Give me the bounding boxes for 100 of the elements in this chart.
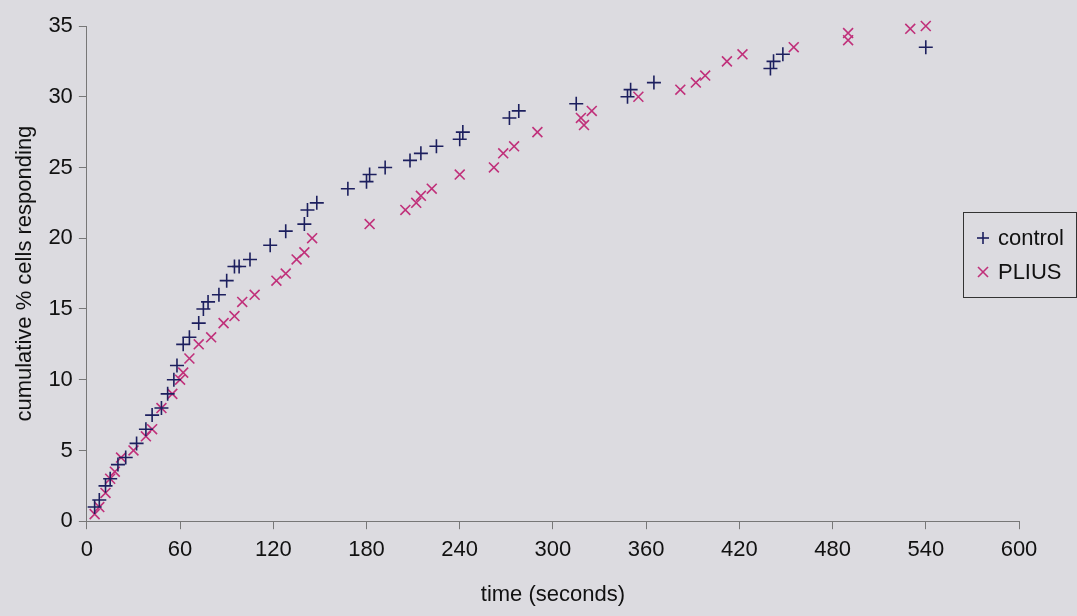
y-tick-label: 5 [60, 436, 73, 462]
point [218, 272, 235, 289]
point [775, 46, 791, 63]
point [575, 112, 587, 124]
x-tick-label: 420 [721, 536, 758, 562]
point [93, 501, 106, 513]
point [632, 90, 645, 103]
point [175, 336, 191, 353]
point [262, 237, 278, 254]
point [248, 289, 261, 301]
point [920, 20, 932, 32]
x-tick-label: 60 [167, 536, 193, 562]
y-tick-label: 25 [48, 153, 73, 179]
legend-label: control [997, 224, 1064, 252]
point [361, 166, 378, 183]
point [674, 83, 687, 96]
point [242, 251, 258, 268]
point [699, 69, 711, 82]
point [721, 55, 733, 68]
point [501, 110, 518, 126]
point [399, 204, 412, 216]
point [568, 96, 585, 112]
point [298, 246, 311, 259]
point [296, 216, 313, 232]
point [619, 88, 636, 105]
point [277, 223, 294, 239]
point [646, 74, 662, 91]
point [195, 301, 212, 317]
point [231, 258, 247, 275]
point [169, 357, 185, 374]
point [402, 152, 418, 169]
point [99, 487, 112, 499]
point [190, 315, 207, 331]
y-tick-label: 0 [60, 507, 73, 533]
point [497, 147, 509, 160]
point [183, 352, 196, 365]
point [177, 366, 189, 379]
point [110, 456, 126, 473]
point [917, 39, 934, 56]
point [128, 435, 145, 452]
point [299, 202, 316, 218]
point [410, 197, 422, 209]
point [428, 138, 445, 155]
x-tick-label: 360 [627, 536, 665, 562]
point [159, 386, 176, 402]
point [453, 168, 466, 181]
x-tick-label: 480 [814, 536, 851, 562]
point [358, 173, 375, 190]
y-tick-label: 15 [48, 295, 73, 321]
point [91, 492, 108, 508]
point [531, 126, 544, 138]
x-tick-label: 600 [1000, 536, 1038, 562]
x-tick-label: 120 [254, 536, 292, 562]
point [146, 423, 158, 435]
point [488, 161, 500, 174]
point [736, 48, 749, 61]
x-tick-label: 540 [907, 536, 945, 562]
point [117, 449, 134, 466]
legend-label: PLIUS [997, 258, 1062, 286]
point [144, 407, 160, 423]
point [904, 23, 916, 35]
point [200, 294, 216, 310]
point [270, 274, 283, 287]
point [115, 451, 127, 464]
point [762, 60, 779, 77]
point [97, 478, 114, 494]
point [690, 76, 702, 89]
point [586, 105, 598, 117]
point [140, 430, 152, 443]
y-tick-label: 10 [48, 365, 73, 391]
y-tick-label: 30 [48, 82, 73, 108]
point [109, 465, 121, 478]
point [228, 310, 241, 322]
point [622, 81, 639, 98]
point [377, 159, 393, 176]
x-tick-label: 180 [348, 536, 385, 562]
point [205, 331, 217, 344]
point [127, 444, 140, 457]
y-tick-label: 20 [48, 224, 73, 250]
point [192, 338, 205, 351]
point [340, 180, 356, 197]
point [426, 182, 438, 195]
point [413, 145, 429, 162]
point [174, 373, 186, 386]
y-tick-label: 35 [48, 12, 73, 38]
y-axis-title: cumulative % cells responding [11, 125, 37, 422]
point [363, 218, 376, 230]
point [88, 508, 101, 520]
point [510, 103, 527, 119]
point [211, 287, 227, 303]
point [86, 499, 103, 515]
point [181, 329, 198, 346]
point [508, 140, 520, 153]
point [166, 371, 182, 388]
point [415, 190, 427, 202]
point [279, 267, 292, 280]
point [765, 53, 782, 70]
x-tick-label: 240 [441, 536, 479, 562]
point [236, 296, 248, 308]
point [290, 253, 303, 266]
